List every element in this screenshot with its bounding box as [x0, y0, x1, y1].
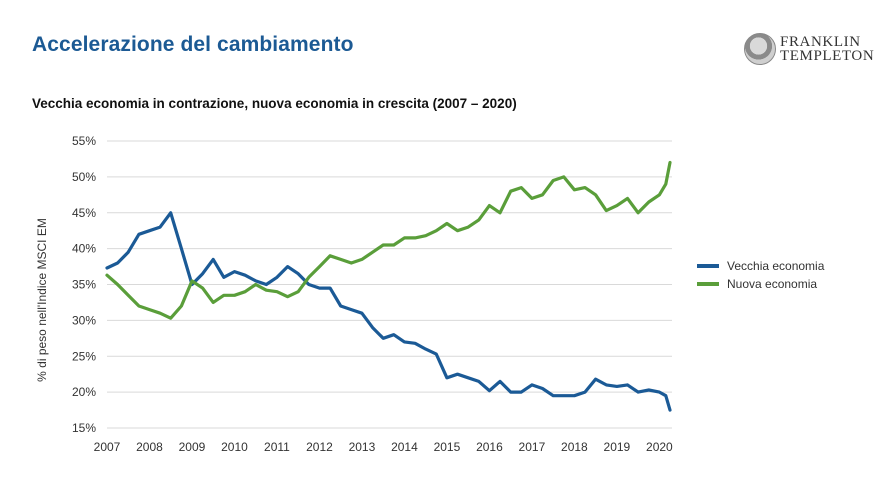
x-tick-label: 2013 — [349, 440, 376, 454]
y-tick-label: 20% — [72, 385, 96, 399]
x-tick-label: 2019 — [604, 440, 631, 454]
series-lines — [105, 160, 672, 412]
logo-line-1: FRANKLIN — [780, 34, 861, 50]
y-tick-label: 15% — [72, 421, 96, 435]
x-tick-label: 2020 — [646, 440, 673, 454]
x-tick-label: 2016 — [476, 440, 503, 454]
x-tick-label: 2008 — [136, 440, 163, 454]
y-tick-label: 30% — [72, 313, 96, 327]
x-tick-label: 2011 — [264, 440, 290, 454]
gridlines — [107, 140, 672, 429]
legend: Vecchia economia Nuova economia — [697, 259, 825, 291]
logo-line-2: TEMPLETON — [780, 48, 875, 64]
y-axis-ticks: 15% 20% 25% 30% 35% 40% 45% 50% 55% — [72, 134, 96, 435]
franklin-portrait-icon — [744, 33, 776, 65]
legend-label: Nuova economia — [727, 277, 817, 291]
x-tick-label: 2007 — [94, 440, 121, 454]
y-tick-label: 25% — [72, 349, 96, 363]
x-tick-label: 2018 — [561, 440, 588, 454]
y-tick-label: 50% — [72, 170, 96, 184]
y-axis-label: % di peso nell'Indice MSCI EM — [35, 218, 49, 382]
y-tick-label: 55% — [72, 134, 96, 148]
series-line-nuova-economia — [105, 160, 672, 320]
page-title: Accelerazione del cambiamento — [32, 33, 354, 56]
y-tick-label: 35% — [72, 278, 96, 292]
x-tick-label: 2009 — [179, 440, 206, 454]
x-tick-label: 2014 — [391, 440, 418, 454]
x-tick-label: 2010 — [221, 440, 248, 454]
y-tick-label: 40% — [72, 242, 96, 256]
franklin-templeton-logo: FRANKLIN TEMPLETON — [744, 33, 874, 65]
chart-title: Vecchia economia in contrazione, nuova e… — [32, 96, 517, 111]
x-tick-label: 2012 — [306, 440, 333, 454]
x-axis-ticks: 2007 2008 2009 2010 2011 2012 2013 2014 2015 2016… — [94, 440, 673, 454]
series-line-vecchia-economia — [105, 211, 672, 412]
x-tick-label: 2015 — [434, 440, 461, 454]
legend-label: Vecchia economia — [727, 259, 825, 273]
x-tick-label: 2017 — [519, 440, 546, 454]
y-tick-label: 45% — [72, 206, 96, 220]
